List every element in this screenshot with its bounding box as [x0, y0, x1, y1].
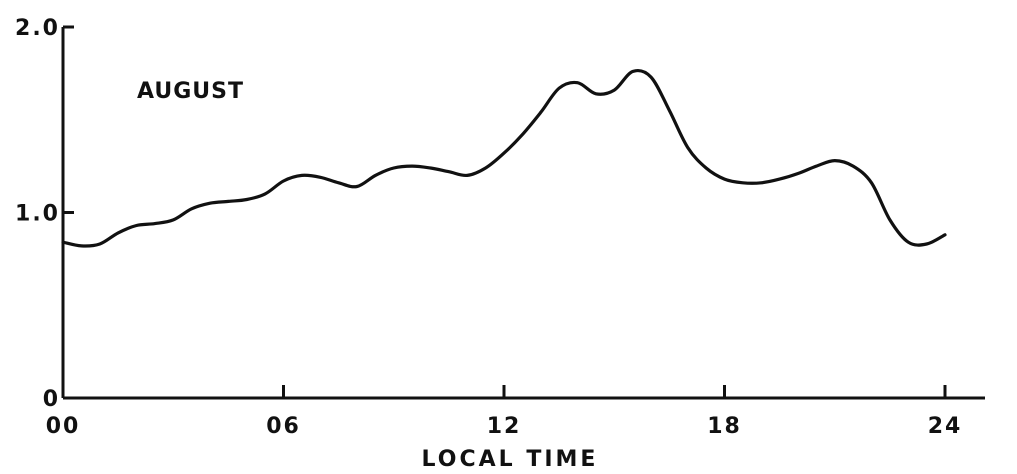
x-tick-label: 06: [266, 414, 301, 439]
x-tick-label: 18: [707, 414, 742, 439]
x-tick-label: 24: [928, 414, 963, 439]
series-line-0: [61, 68, 947, 248]
x-tick-label: 00: [46, 414, 81, 439]
annotation-label: AUGUST: [137, 79, 244, 104]
ticks: 00 06 12 18 24 0 1.0 2.0: [15, 16, 963, 439]
x-axis-title: LOCAL TIME: [422, 447, 599, 472]
x-tick-label: 12: [487, 414, 522, 439]
y-tick-label: 0: [43, 387, 60, 412]
series: [61, 68, 947, 248]
y-tick-label: 1.0: [15, 202, 60, 227]
y-tick-label: 2.0: [15, 16, 60, 41]
